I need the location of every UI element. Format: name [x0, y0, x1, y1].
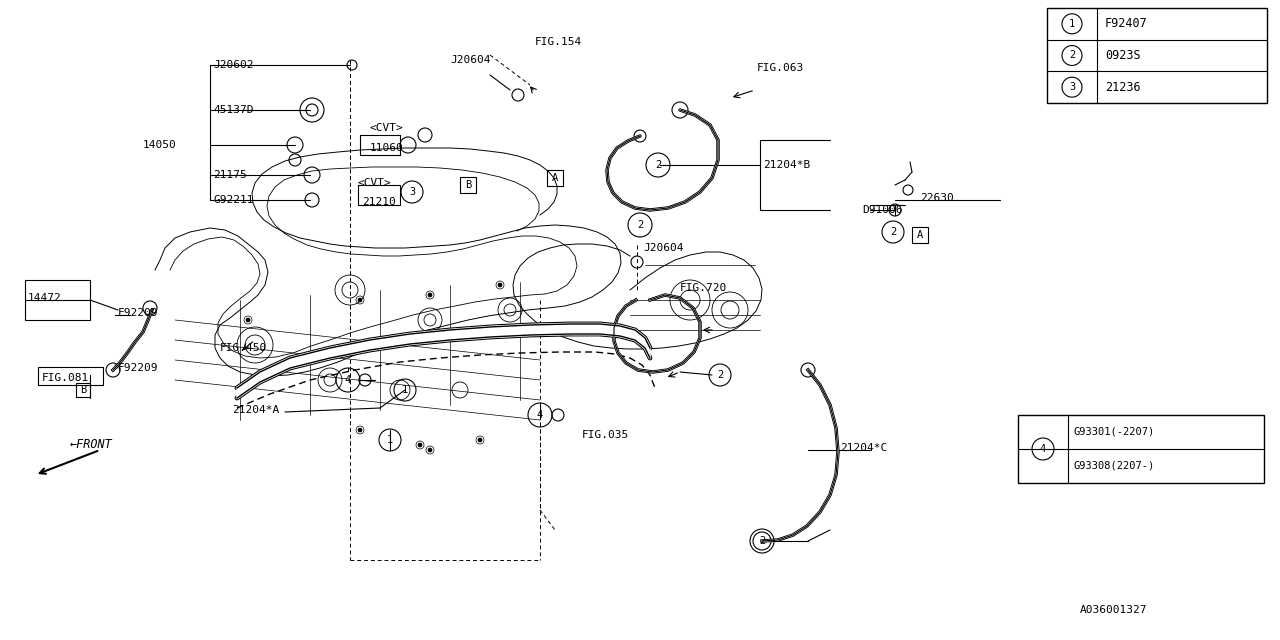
Circle shape	[419, 443, 422, 447]
Polygon shape	[370, 334, 410, 350]
Bar	[1047, 8, 1267, 103]
Text: 2: 2	[890, 227, 896, 237]
Text: 1: 1	[1069, 19, 1075, 29]
Text: 2: 2	[655, 160, 662, 170]
Text: FIG.063: FIG.063	[756, 63, 804, 73]
Text: 4: 4	[536, 410, 543, 420]
Text: 21210: 21210	[362, 197, 396, 207]
Circle shape	[498, 283, 502, 287]
Text: 21175: 21175	[212, 170, 247, 180]
Text: 45137D: 45137D	[212, 105, 253, 115]
Polygon shape	[600, 324, 620, 336]
Circle shape	[428, 293, 433, 297]
Polygon shape	[330, 340, 370, 358]
Polygon shape	[620, 326, 635, 340]
Polygon shape	[490, 325, 530, 337]
Text: J20602: J20602	[212, 60, 253, 70]
Text: FIG.450: FIG.450	[220, 343, 268, 353]
Circle shape	[358, 428, 362, 432]
Text: 3: 3	[1069, 82, 1075, 92]
Text: 22630: 22630	[920, 193, 954, 203]
Text: 0923S: 0923S	[1105, 49, 1140, 62]
Text: A: A	[552, 173, 558, 183]
Circle shape	[428, 448, 433, 452]
Text: F92209: F92209	[118, 363, 159, 373]
Text: FIG.154: FIG.154	[535, 37, 582, 47]
Text: 21204*A: 21204*A	[232, 405, 279, 415]
Text: G92211: G92211	[212, 195, 253, 205]
Text: 2: 2	[759, 536, 765, 546]
Text: 21204*C: 21204*C	[840, 443, 887, 453]
Bar	[911, 227, 928, 243]
Text: ←FRONT: ←FRONT	[70, 438, 113, 451]
Circle shape	[358, 298, 362, 302]
Polygon shape	[260, 358, 291, 382]
Polygon shape	[451, 327, 490, 340]
Polygon shape	[645, 338, 650, 358]
Text: 11060: 11060	[370, 143, 403, 153]
Bar	[76, 383, 90, 397]
Polygon shape	[291, 348, 330, 368]
Bar	[547, 170, 563, 186]
Text: 1: 1	[387, 435, 393, 445]
Text: <CVT>: <CVT>	[370, 123, 403, 133]
Bar	[460, 177, 476, 193]
Circle shape	[477, 438, 483, 442]
Polygon shape	[635, 330, 645, 348]
Text: 4: 4	[1039, 444, 1046, 454]
Text: 21204*B: 21204*B	[763, 160, 810, 170]
Text: A036001327: A036001327	[1080, 605, 1147, 615]
Text: FIG.035: FIG.035	[582, 430, 630, 440]
Text: 14472: 14472	[28, 293, 61, 303]
Polygon shape	[237, 372, 260, 398]
Text: F92407: F92407	[1105, 17, 1148, 30]
Text: FIG.081: FIG.081	[42, 373, 90, 383]
Text: J20604: J20604	[451, 55, 490, 65]
Text: 2: 2	[717, 370, 723, 380]
Text: D91006: D91006	[861, 205, 902, 215]
Text: 14050: 14050	[143, 140, 177, 150]
Text: 1: 1	[402, 385, 408, 395]
Text: 2: 2	[637, 220, 643, 230]
Text: G93308(2207-): G93308(2207-)	[1074, 461, 1156, 471]
Text: 21236: 21236	[1105, 81, 1140, 93]
Text: B: B	[465, 180, 471, 190]
Text: G93301(-2207): G93301(-2207)	[1074, 427, 1156, 437]
Polygon shape	[410, 330, 451, 344]
Text: A: A	[916, 230, 923, 240]
Circle shape	[246, 318, 250, 322]
Polygon shape	[530, 324, 570, 335]
Text: 3: 3	[408, 187, 415, 197]
Bar	[38, 367, 102, 385]
Text: 4: 4	[344, 375, 351, 385]
Polygon shape	[570, 324, 600, 334]
Text: <CVT>: <CVT>	[358, 178, 392, 188]
Text: F92209: F92209	[118, 308, 159, 318]
Bar	[1018, 415, 1265, 483]
Text: B: B	[79, 385, 86, 395]
Bar	[26, 280, 90, 320]
Text: J20604: J20604	[643, 243, 684, 253]
Text: FIG.720: FIG.720	[680, 283, 727, 293]
Text: 2: 2	[1069, 51, 1075, 61]
